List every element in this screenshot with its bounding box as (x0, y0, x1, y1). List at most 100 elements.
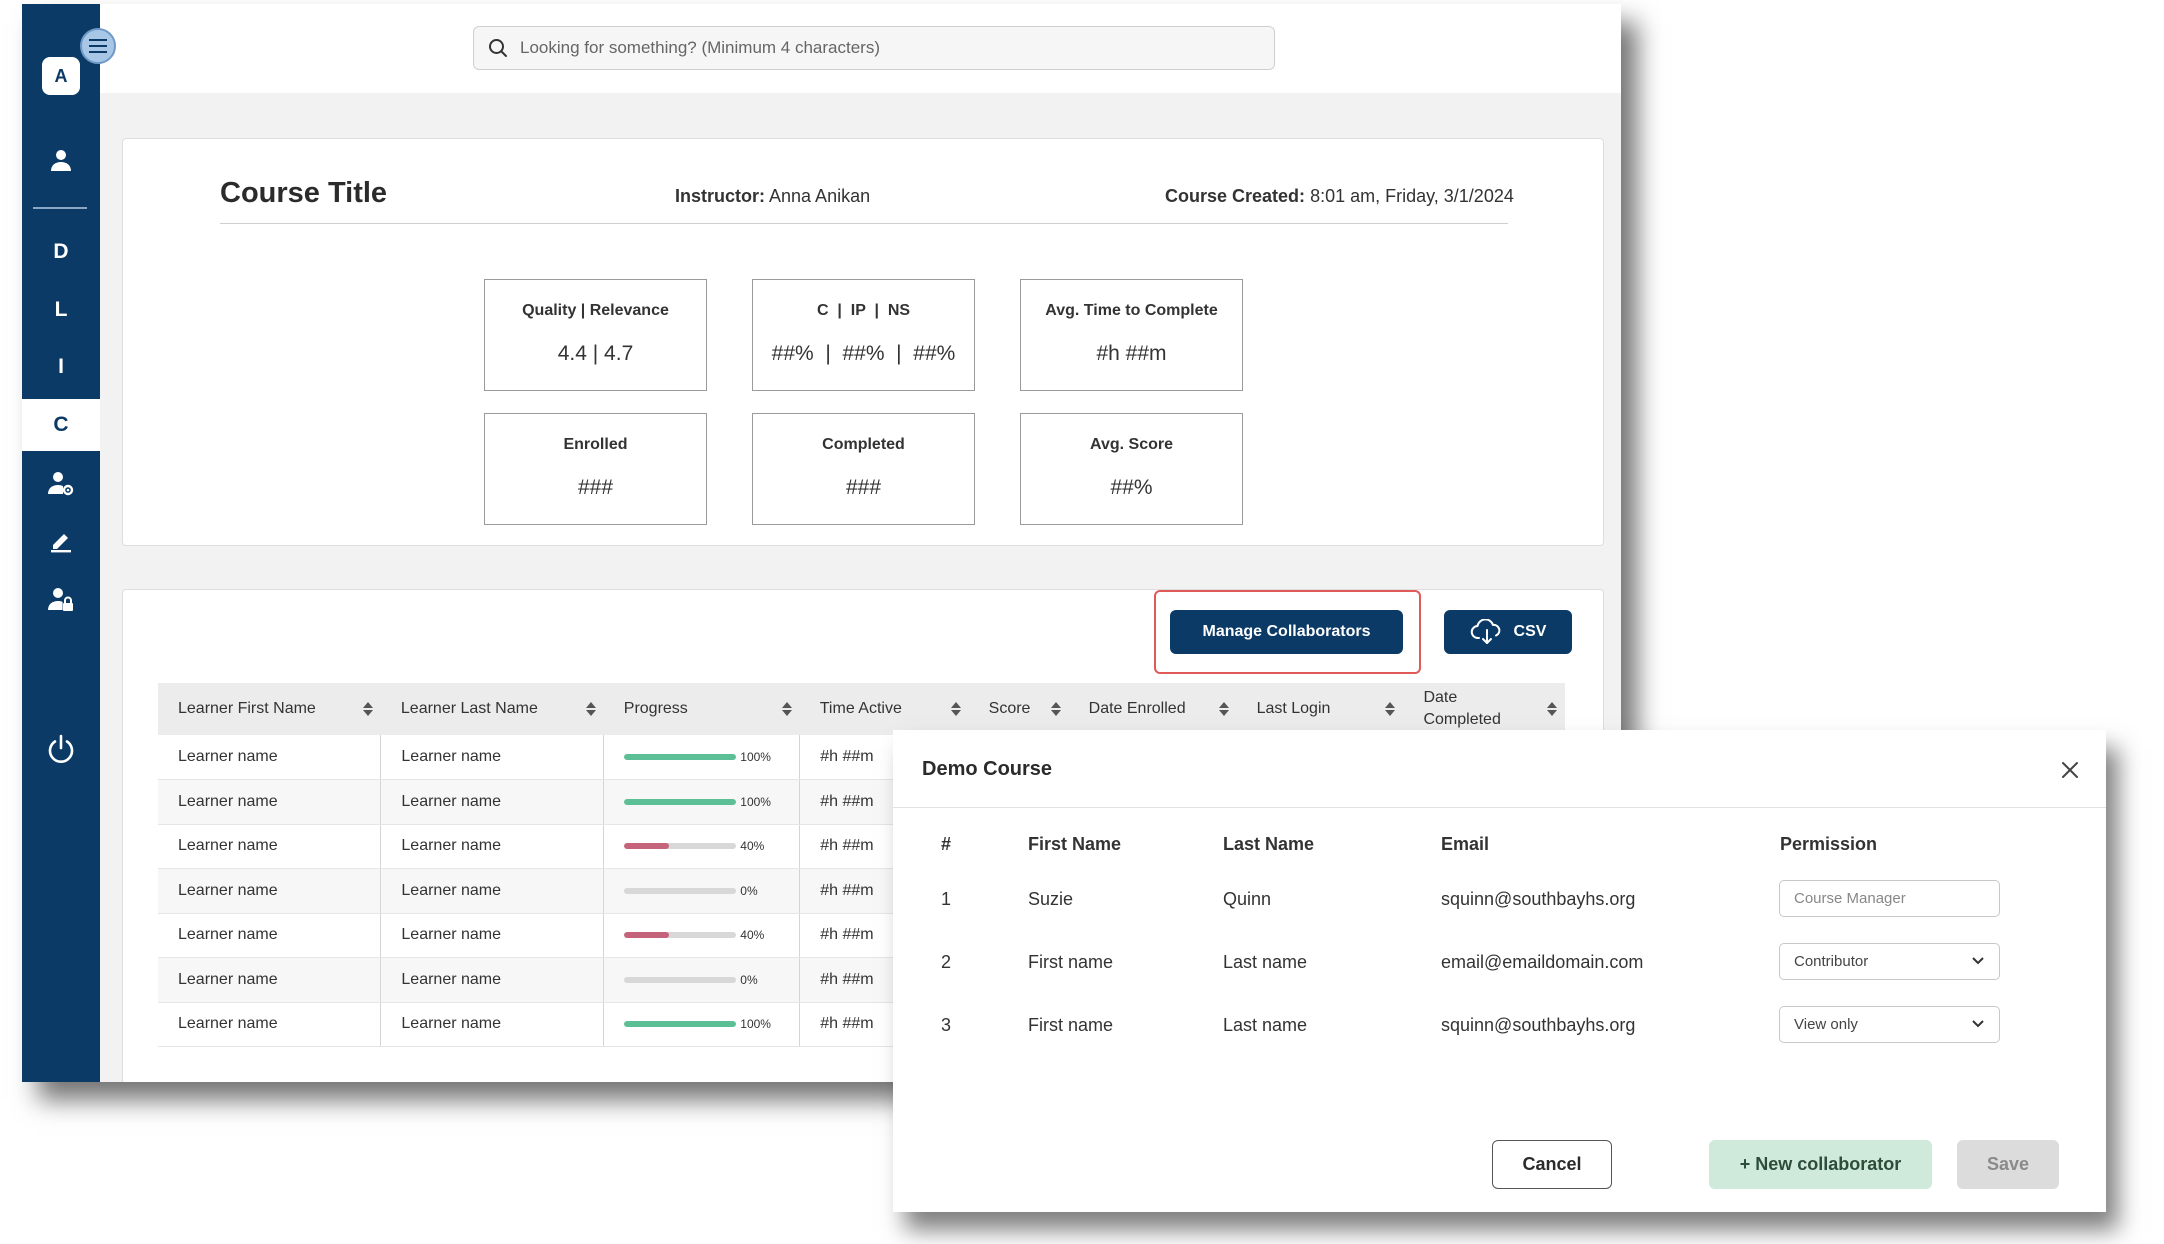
col-header-learner-last-name[interactable]: Learner Last Name (380, 683, 604, 735)
collaborator-last-name: Last name (1223, 1015, 1308, 1035)
logout-button[interactable] (22, 724, 100, 774)
permission-select[interactable]: Contributor (1779, 943, 2000, 980)
learner-first-name: Learner name (158, 957, 382, 1003)
collaborator-number: 2 (941, 952, 952, 972)
search-box (473, 26, 1275, 70)
col-header-date-completed[interactable]: Date Completed (1403, 683, 1565, 735)
sidebar-item-c[interactable]: C (22, 399, 100, 451)
collaborator-first-name: First name (1028, 1015, 1114, 1035)
menu-toggle-button[interactable] (80, 28, 116, 64)
collaborators-modal: Demo Course # First Name Last Name Email… (893, 730, 2106, 1212)
learner-first-name: Learner name (158, 735, 382, 780)
stat-value: ### (577, 476, 614, 499)
header-label: Date Completed (1423, 689, 1501, 728)
sidebar-item-l[interactable]: L (54, 298, 68, 321)
stat-label: C | IP | NS (816, 302, 911, 319)
progress-fill (624, 798, 737, 805)
header-label: Last Login (1256, 700, 1331, 717)
progress-percent: 40% (740, 839, 765, 854)
permission-field-course-manager[interactable] (1779, 880, 2000, 917)
top-bar (100, 4, 1621, 93)
app-window: A D L I C (22, 4, 1621, 1082)
manage-collaborators-button[interactable]: Manage Collaborators (1170, 610, 1403, 654)
col-header-time-active[interactable]: Time Active (799, 683, 969, 735)
learner-last-name: Learner name (380, 957, 605, 1003)
sort-icon[interactable] (1546, 702, 1557, 716)
progress-cell: 0% (603, 957, 801, 1003)
close-icon[interactable] (2056, 756, 2084, 784)
progress-cell: 100% (603, 1002, 801, 1047)
stat-card-completed: Completed ### (752, 413, 975, 525)
sidebar: A D L I C (22, 4, 100, 1082)
col-header-email: Email (1441, 834, 1490, 854)
avatar[interactable]: A (42, 57, 80, 95)
highlight-annotation (1154, 590, 1421, 674)
cloud-download-icon (1470, 619, 1500, 644)
sidebar-item-user-settings[interactable] (22, 458, 100, 508)
table-header-row: Learner First Name Learner Last Name Progr… (158, 683, 1565, 735)
progress-bar (624, 976, 737, 983)
learner-first-name: Learner name (158, 824, 382, 869)
progress-bar (624, 798, 737, 805)
divider (220, 223, 1508, 224)
sort-icon[interactable] (1218, 702, 1229, 716)
col-header-learner-first-name[interactable]: Learner First Name (158, 683, 381, 735)
progress-percent: 100% (740, 750, 771, 764)
sort-icon[interactable] (1385, 702, 1396, 716)
sort-icon[interactable] (1050, 702, 1061, 716)
menu-icon (89, 39, 107, 41)
sort-icon[interactable] (781, 702, 792, 716)
header-label: Date Enrolled (1088, 700, 1186, 717)
col-header-first-name: First Name (1028, 834, 1122, 854)
col-header-last-login[interactable]: Last Login (1236, 683, 1404, 735)
progress-fill (624, 843, 670, 850)
csv-download-button[interactable]: CSV (1444, 610, 1572, 654)
progress-percent: 40% (740, 928, 765, 943)
collaborator-first-name: Suzie (1028, 889, 1074, 909)
sidebar-item-d[interactable]: D (53, 240, 69, 263)
course-created-label: Course Created: (1165, 186, 1306, 206)
permission-select[interactable]: View only (1779, 1006, 2000, 1043)
course-created-value: 8:01 am, Friday, 3/1/2024 (1310, 186, 1514, 206)
instructor-label: Instructor: (675, 186, 765, 206)
progress-bar (624, 1021, 737, 1028)
sidebar-item-admin[interactable] (22, 574, 100, 624)
progress-bar (624, 754, 737, 760)
permission-value: Contributor (1794, 953, 1869, 970)
save-button[interactable]: Save (1957, 1140, 2059, 1189)
sidebar-item-profile[interactable] (22, 135, 100, 185)
learner-last-name: Learner name (380, 779, 605, 825)
progress-bar (624, 932, 737, 939)
header-label: Learner First Name (178, 700, 316, 717)
stat-card-completion-status: C | IP | NS ##% | ##% | ##% (752, 279, 975, 391)
col-header-date-enrolled[interactable]: Date Enrolled (1068, 683, 1237, 735)
header-label: Learner Last Name (400, 700, 538, 717)
csv-label: CSV (1513, 623, 1547, 640)
stat-label: Avg. Time to Complete (1045, 302, 1218, 319)
progress-cell: 40% (603, 824, 801, 869)
sidebar-item-edit[interactable] (22, 516, 100, 566)
progress-cell: 100% (603, 779, 801, 825)
progress-percent: 100% (740, 794, 771, 809)
chevron-down-icon (1972, 1020, 1984, 1028)
sidebar-item-i[interactable]: I (58, 355, 64, 378)
collaborator-last-name: Last name (1223, 952, 1308, 972)
learner-first-name: Learner name (158, 913, 382, 958)
collaborator-first-name: First name (1028, 952, 1114, 972)
learner-last-name: Learner name (380, 868, 605, 914)
search-input[interactable] (520, 38, 1240, 58)
stat-card-quality: Quality | Relevance 4.4 | 4.7 (484, 279, 707, 391)
stat-value: ### (845, 476, 882, 499)
sort-icon[interactable] (950, 702, 961, 716)
col-header-progress[interactable]: Progress (603, 683, 800, 735)
sort-icon[interactable] (362, 702, 373, 716)
stat-value: ##% (1110, 476, 1153, 499)
cancel-button[interactable]: Cancel (1492, 1140, 1612, 1189)
stat-card-enrolled: Enrolled ### (484, 413, 707, 525)
progress-percent: 0% (740, 883, 758, 898)
sort-icon[interactable] (585, 702, 596, 716)
stat-label: Avg. Score (1090, 436, 1173, 453)
instructor-info: Instructor: Anna Anikan (675, 186, 870, 207)
col-header-score[interactable]: Score (968, 683, 1069, 735)
new-collaborator-button[interactable]: + New collaborator (1709, 1140, 1932, 1189)
